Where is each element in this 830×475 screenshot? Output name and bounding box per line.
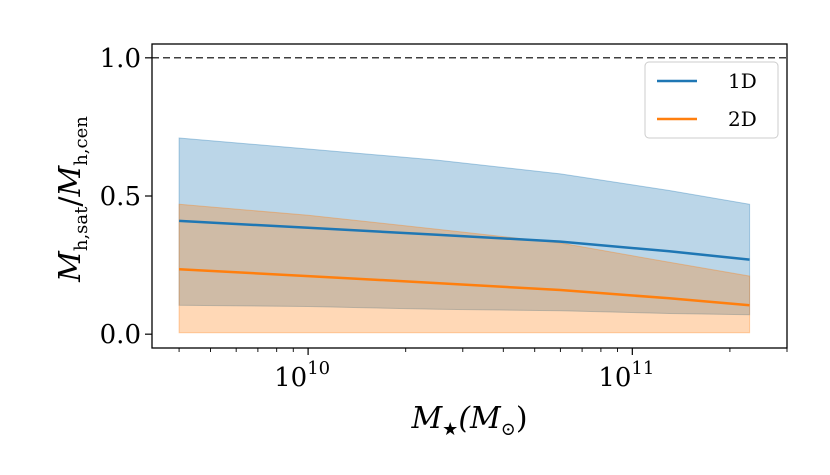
x-tick-label: 1011	[598, 358, 654, 393]
y-axis-label: Mh,sat/Mh,cen	[53, 116, 92, 283]
y-tick-label: 0.5	[100, 182, 141, 212]
legend-label-2d: 2D	[728, 107, 757, 131]
x-axis-label: M★(M⊙)	[410, 401, 527, 440]
series-line-2d	[179, 267, 750, 307]
y-tick-label: 1.0	[100, 44, 141, 74]
band-1d	[178, 137, 751, 316]
x-tick-label: 1010	[274, 358, 330, 393]
series-lines	[179, 219, 750, 307]
series-line-1d	[179, 219, 750, 261]
legend-box	[644, 61, 779, 139]
legend-label-1d: 1D	[728, 69, 757, 93]
confidence-bands	[178, 137, 751, 334]
y-tick-label: 0.0	[100, 320, 141, 350]
legend: 1D 2D	[644, 61, 779, 139]
axis-labels: M★(M⊙) Mh,sat/Mh,cen	[53, 116, 528, 440]
band-2d	[178, 203, 751, 334]
axes-group: 0.0 0.5 1.0 1010 1011	[100, 43, 788, 393]
